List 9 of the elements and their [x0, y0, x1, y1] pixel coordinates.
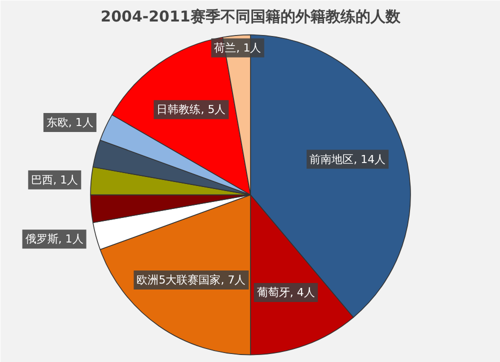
slice-label: 日韩教练, 5人 [156, 103, 226, 116]
slice-label: 东欧, 1人 [46, 116, 94, 130]
slice-label: 荷兰, 1人 [214, 41, 262, 54]
slice-label: 俄罗斯, 1人 [25, 232, 84, 246]
slice-label: 葡萄牙, 4人 [256, 286, 315, 300]
chart-title: 2004-2011赛季不同国籍的外籍教练的人数 [100, 8, 402, 26]
slice-label: 前南地区, 14人 [310, 152, 386, 166]
slice-label: 欧洲5大联赛国家, 7人 [136, 273, 246, 286]
slice-label: 巴西, 1人 [31, 173, 78, 186]
